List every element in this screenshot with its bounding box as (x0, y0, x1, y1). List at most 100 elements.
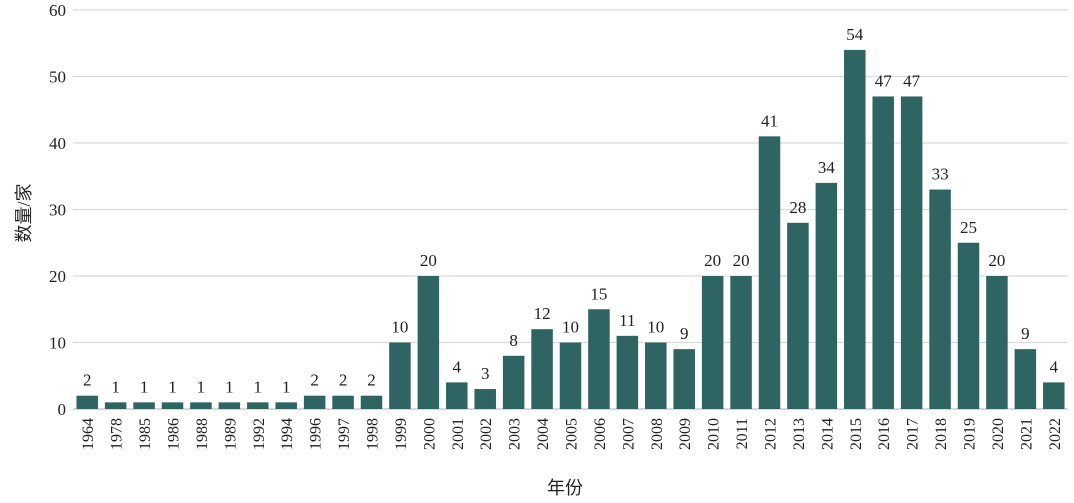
bar-2022 (1043, 382, 1065, 409)
bar-2018 (929, 189, 951, 409)
data-label-1978: 1 (111, 377, 120, 396)
data-label-2009: 9 (680, 324, 689, 343)
x-tick-label-2009: 2009 (677, 418, 694, 450)
x-tick-label-2015: 2015 (848, 418, 865, 450)
data-label-1996: 2 (310, 371, 319, 390)
data-label-1986: 1 (168, 377, 177, 396)
data-label-1998: 2 (367, 371, 376, 390)
data-label-2021: 9 (1021, 324, 1030, 343)
x-tick-label-2004: 2004 (535, 418, 552, 450)
data-label-1988: 1 (197, 377, 206, 396)
x-tick-label-2018: 2018 (933, 418, 950, 450)
bar-2019 (957, 242, 980, 409)
x-axis-title: 年份 (547, 478, 583, 498)
data-label-2018: 33 (932, 165, 949, 184)
bar-2020 (986, 276, 1008, 409)
y-axis-ticks: 0 10 20 30 40 50 60 (49, 1, 66, 419)
bar-1998 (360, 395, 383, 409)
bar-2000 (417, 276, 440, 409)
x-tick-label-2003: 2003 (507, 418, 524, 450)
data-label-2014: 34 (818, 158, 836, 177)
data-label-1985: 1 (140, 377, 149, 396)
bar-2008 (645, 342, 667, 409)
data-label-2008: 10 (647, 318, 664, 337)
x-tick-label-2008: 2008 (649, 418, 666, 450)
x-tick-label-2014: 2014 (819, 418, 836, 450)
x-tick-label-1989: 1989 (222, 418, 239, 450)
data-label-2011: 20 (733, 251, 750, 270)
y-tick-label: 40 (49, 134, 66, 153)
bar-2006 (588, 309, 610, 409)
bar-1985 (133, 402, 155, 409)
bar-2005 (559, 342, 582, 409)
y-tick-label: 60 (49, 1, 66, 20)
x-tick-label-2013: 2013 (791, 418, 808, 450)
bar-2021 (1014, 349, 1037, 409)
data-label-2017: 47 (903, 71, 921, 90)
bar-2001 (446, 382, 468, 409)
bar-2002 (474, 389, 496, 409)
gridlines (73, 9, 1068, 410)
data-label-2005: 10 (562, 318, 579, 337)
bar-1989 (218, 402, 241, 409)
bar-1992 (247, 402, 269, 409)
x-tick-label-2012: 2012 (763, 418, 780, 450)
x-tick-label-2010: 2010 (706, 418, 723, 450)
data-label-2012: 41 (761, 111, 778, 130)
data-label-2007: 11 (619, 311, 635, 330)
bar-1994 (275, 402, 297, 409)
bar-2012 (758, 136, 781, 409)
bars (76, 49, 1065, 410)
x-tick-label-2016: 2016 (876, 418, 893, 450)
bar-2003 (502, 355, 525, 409)
bar-2009 (673, 349, 695, 409)
x-tick-label-1964: 1964 (80, 418, 97, 450)
x-tick-label-2006: 2006 (592, 418, 609, 450)
bar-1997 (332, 395, 354, 409)
data-label-2006: 15 (590, 284, 607, 303)
x-tick-label-2005: 2005 (564, 418, 581, 450)
data-label-1989: 1 (225, 377, 234, 396)
data-label-1997: 2 (339, 371, 348, 390)
x-tick-label-1997: 1997 (336, 418, 353, 450)
bar-2015 (844, 49, 866, 410)
x-tick-label-2007: 2007 (620, 418, 637, 450)
y-tick-label: 30 (49, 201, 66, 220)
data-label-2001: 4 (453, 357, 462, 376)
bar-1988 (190, 402, 212, 409)
x-tick-label-2001: 2001 (450, 418, 467, 450)
data-label-2013: 28 (789, 198, 806, 217)
data-label-1994: 1 (282, 377, 291, 396)
y-tick-label: 50 (49, 68, 66, 87)
data-label-1999: 10 (391, 318, 408, 337)
x-tick-label-2019: 2019 (962, 418, 979, 450)
data-label-2000: 20 (420, 251, 437, 270)
data-label-2016: 47 (875, 71, 893, 90)
bar-1978 (104, 402, 127, 409)
x-tick-label-1996: 1996 (308, 418, 325, 450)
bar-2013 (787, 222, 809, 409)
y-tick-label: 10 (49, 334, 66, 353)
x-tick-label-2020: 2020 (990, 418, 1007, 450)
bar-2017 (900, 96, 923, 409)
x-tick-label-2017: 2017 (905, 418, 922, 450)
bar-1999 (389, 342, 411, 409)
x-axis-ticks: 1964 1978 1985 1986 1988 1989 1992 1994 1996 1997… (80, 418, 1064, 450)
data-label-2015: 54 (846, 25, 864, 44)
x-tick-label-2021: 2021 (1018, 418, 1035, 450)
data-label-1964: 2 (83, 371, 92, 390)
data-label-2019: 25 (960, 218, 977, 237)
data-label-2022: 4 (1050, 357, 1059, 376)
x-tick-label-1998: 1998 (365, 418, 382, 450)
x-tick-label-2022: 2022 (1047, 418, 1064, 450)
data-label-2002: 3 (481, 364, 490, 383)
x-tick-label-1992: 1992 (251, 418, 268, 450)
bar-1964 (76, 395, 98, 409)
x-tick-label-1988: 1988 (194, 418, 211, 450)
bar-2007 (616, 335, 639, 409)
bar-1996 (303, 395, 326, 409)
bar-2014 (815, 182, 838, 409)
data-label-2020: 20 (988, 251, 1005, 270)
